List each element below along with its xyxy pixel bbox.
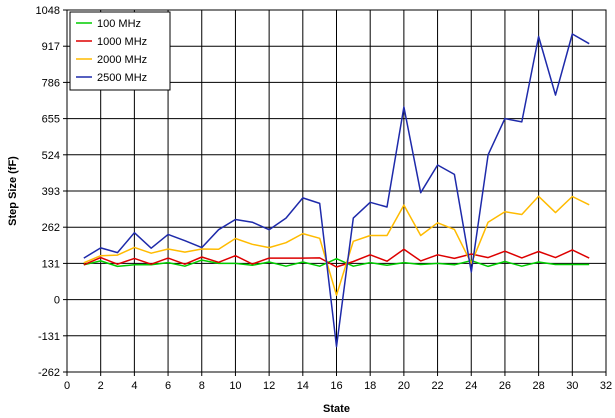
- x-tick-label: 24: [465, 380, 477, 392]
- legend: 100 MHz 1000 MHz 2000 MHz 2500 MHz: [69, 11, 171, 91]
- y-tick-label: 917: [42, 41, 60, 53]
- series-lines: [83, 33, 590, 348]
- y-tick-label: 393: [42, 186, 60, 198]
- y-tick-label: -131: [38, 331, 60, 343]
- x-tick-label: 10: [229, 380, 241, 392]
- legend-label: 2500 MHz: [97, 72, 147, 84]
- x-tick-label: 12: [263, 380, 275, 392]
- legend-label: 2000 MHz: [97, 54, 147, 66]
- x-tick-label: 4: [131, 380, 137, 392]
- x-tick-label: 28: [533, 380, 545, 392]
- legend-label: 100 MHz: [97, 18, 141, 30]
- x-axis-title: State: [323, 403, 350, 415]
- legend-label: 1000 MHz: [97, 36, 147, 48]
- x-tick-label: 14: [297, 380, 309, 392]
- x-axis-ticks: 0 2 4 6 8 10 12 14 16 18 20 22 24 26 28 30 32: [64, 372, 612, 392]
- series-line: [83, 33, 590, 348]
- x-tick-label: 2: [98, 380, 104, 392]
- y-axis-ticks: -262 -131 0 131 262 393 524 655 786 917 1048: [36, 5, 67, 379]
- series-line: [83, 248, 590, 268]
- y-tick-label: 524: [42, 150, 60, 162]
- x-tick-label: 32: [600, 380, 612, 392]
- y-axis-title: Step Size (fF): [7, 156, 19, 226]
- y-tick-label: 0: [54, 295, 60, 307]
- x-tick-label: 18: [364, 380, 376, 392]
- series-line: [83, 195, 590, 296]
- y-tick-label: 786: [42, 77, 60, 89]
- y-tick-label: 131: [42, 258, 60, 270]
- x-tick-label: 22: [431, 380, 443, 392]
- y-tick-label: -262: [38, 367, 60, 379]
- y-tick-label: 1048: [36, 5, 60, 17]
- y-tick-label: 262: [42, 222, 60, 234]
- x-tick-label: 30: [566, 380, 578, 392]
- x-tick-label: 16: [330, 380, 342, 392]
- x-tick-label: 20: [398, 380, 410, 392]
- x-tick-label: 0: [64, 380, 70, 392]
- x-tick-label: 26: [499, 380, 511, 392]
- x-tick-label: 6: [165, 380, 171, 392]
- y-tick-label: 655: [42, 114, 60, 126]
- x-tick-label: 8: [199, 380, 205, 392]
- series-line: [83, 257, 590, 268]
